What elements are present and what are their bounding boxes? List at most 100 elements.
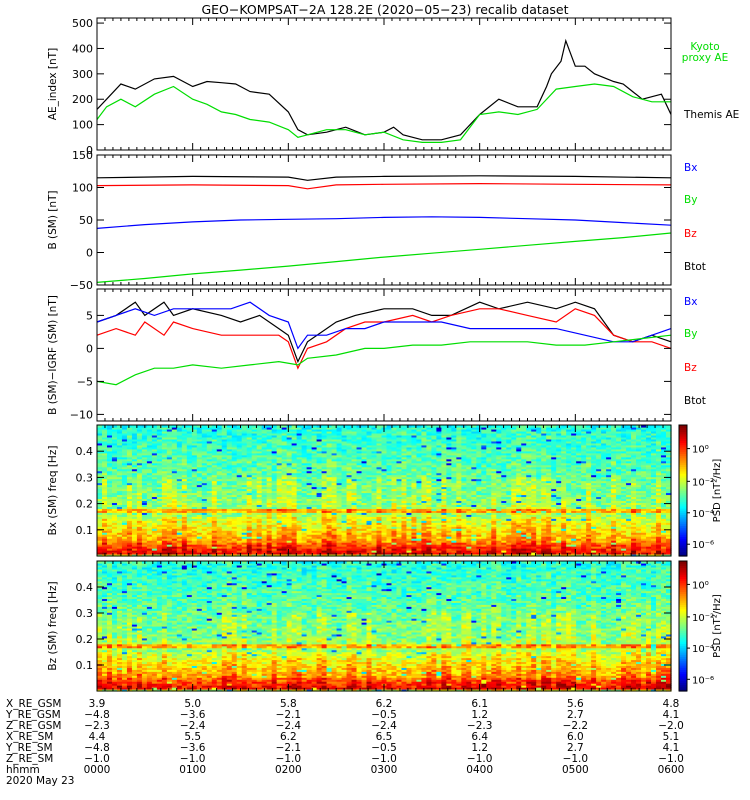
spectrogram-cell [236,426,243,430]
spectrogram-cell [116,462,123,466]
spectrogram-cell [126,494,133,498]
spectrogram-cell [291,468,298,472]
spectrogram-cell [241,524,248,527]
spectrogram-cell [316,430,323,434]
spectrogram-cell [336,482,343,486]
spectrogram-cell [116,546,123,549]
spectrogram-cell [231,444,238,448]
spectrogram-cell [301,512,308,515]
spectrogram-cell [291,482,298,486]
spectrogram-cell [321,492,328,496]
spectrogram-cell [111,490,118,494]
spectrogram-cell [111,518,118,521]
spectrogram-cell [301,452,308,456]
spectrogram-cell [246,484,253,488]
spectrogram-cell [97,428,103,432]
spectrogram-cell [296,446,303,450]
spectrogram-cell [306,472,313,476]
spectrogram-cell [241,440,248,444]
spectrogram-cell [301,526,308,529]
spectrogram-cell [206,462,213,466]
spectrogram-cell [251,444,258,448]
spectrogram-cell [146,468,153,472]
spectrogram-cell [306,536,313,539]
spectrogram-cell [231,428,238,432]
spectrogram-cell [341,546,348,549]
spectrogram-cell [141,436,148,440]
spectrogram-cell [271,514,278,517]
spectrogram-cell [281,488,288,492]
spectrogram-cell [281,546,288,549]
spectrogram-cell [231,470,238,474]
spectrogram-cell [316,496,323,500]
spectrogram-cell [101,518,108,521]
spectrogram-cell [311,494,318,498]
spectrogram-cell [301,428,308,432]
spectrogram-cell [181,488,188,492]
spectrogram-cell [276,490,283,494]
spectrogram-cell [286,488,293,492]
spectrogram-cell [256,466,263,470]
spectrogram-cell [106,486,113,490]
spectrogram-cell [161,536,168,539]
spectrogram-cell [231,518,238,521]
spectrogram-cell [156,440,163,444]
spectrogram-cell [261,442,268,446]
spectrogram-cell [331,546,338,549]
spectrogram-cell [246,474,253,478]
spectrogram-cell [126,512,133,515]
spectrogram-cell [126,440,133,444]
spectrogram-cell [191,488,198,492]
spectrogram-cell [111,458,118,462]
spectrogram-cell [126,506,133,509]
spectrogram-cell [101,450,108,454]
spectrogram-cell [171,540,178,543]
spectrogram-cell [316,480,323,484]
spectrogram-cell [301,466,308,470]
spectrogram-cell [151,526,158,529]
spectrogram-cell [251,464,258,468]
spectrogram-cell [321,486,328,490]
spectrogram-cell [161,516,168,519]
spectrogram-cell [116,542,123,545]
spectrogram-cell [336,530,343,533]
spectrogram-cell [236,425,243,428]
spectrogram-cell [276,542,283,545]
spectrogram-cell [121,470,128,474]
spectrogram-cell [131,502,138,505]
spectrogram-cell [256,548,263,551]
spectrogram-cell [146,484,153,488]
spectrogram-cell [156,462,163,466]
spectrogram-cell [116,430,123,434]
spectrogram-cell [316,548,323,551]
spectrogram-cell [226,538,233,541]
spectrogram-cell [296,496,303,500]
spectrogram-cell [136,552,143,555]
spectrogram-cell [271,490,278,494]
spectrogram-cell [261,444,268,448]
spectrogram-cell [246,494,253,498]
spectrogram-cell [141,512,148,515]
spectrogram-cell [326,494,333,498]
spectrogram-cell [126,456,133,460]
spectrogram-cell [166,516,173,519]
spectrogram-cell [271,468,278,472]
spectrogram-cell [266,472,273,476]
spectrogram-cell [336,518,343,521]
spectrogram-cell [196,476,203,480]
spectrogram-cell [246,490,253,494]
spectrogram-cell [206,425,213,428]
y-axis: −10−505 [70,309,671,421]
spectrogram-cell [266,470,273,474]
spectrogram-cell [256,474,263,478]
spectrogram-cell [266,508,273,511]
spectrogram-cell [156,466,163,470]
spectrogram-cell [161,502,168,505]
spectrogram-cell [251,520,258,523]
spectrogram-cell [161,430,168,434]
spectrogram-cell [111,446,118,450]
spectrogram-cell [136,534,143,537]
spectrogram-cell [176,512,183,515]
spectrogram-cell [331,426,338,430]
